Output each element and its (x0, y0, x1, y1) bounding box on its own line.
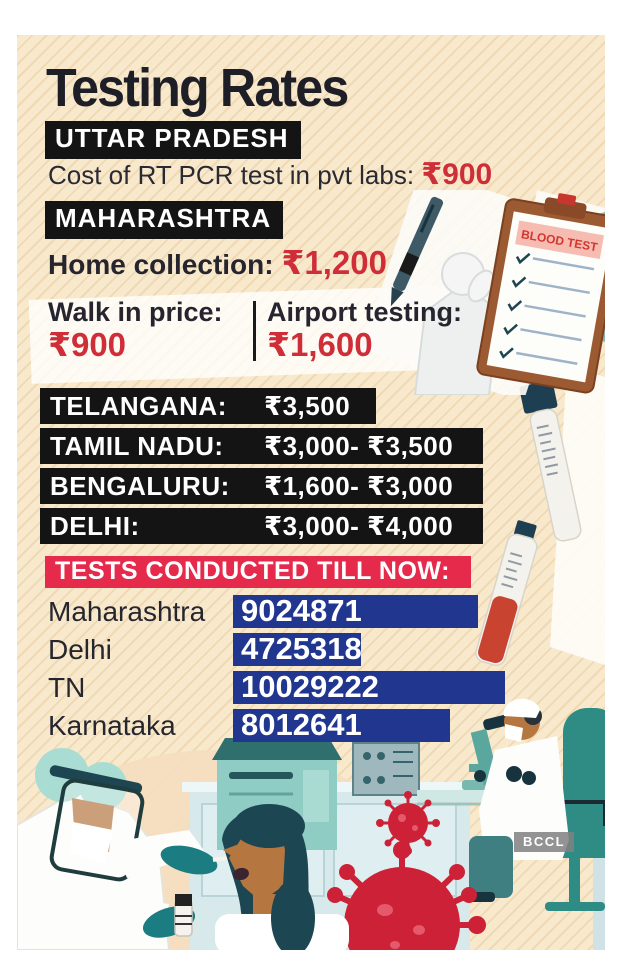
section-label-uttar-pradesh: UTTAR PRADESH (45, 121, 301, 159)
airport-label: Airport testing: (267, 297, 462, 327)
chart-bar-tn: 10029222 (233, 671, 505, 704)
tests-conducted-header: TESTS CONDUCTED TILL NOW: (45, 556, 471, 588)
mh-home-value: ₹1,200 (281, 244, 387, 281)
rate-value: ₹3,000- ₹4,000 (264, 511, 454, 541)
infographic-panel: Testing Rates UTTAR PRADESH Cost of RT P… (17, 35, 605, 950)
chart-label-delhi: Delhi (48, 634, 112, 665)
sample-vial-icon (174, 894, 193, 937)
rate-value: ₹1,600- ₹3,000 (264, 471, 454, 501)
rate-row-delhi: DELHI: ₹3,000- ₹4,000 (40, 508, 483, 544)
clipboard-icon: BLOOD TEST (476, 193, 605, 394)
rate-label: TAMIL NADU: (50, 431, 224, 461)
rate-row-telangana: TELANGANA: ₹3,500 (40, 388, 376, 424)
vertical-divider (253, 301, 256, 361)
rate-label: TELANGANA: (50, 391, 227, 421)
test-tube-icon (519, 380, 582, 542)
chart-label-maharashtra: Maharashtra (48, 596, 206, 627)
rate-value: ₹3,000- ₹3,500 (264, 431, 454, 461)
airport-price-block: Airport testing: ₹1,600 (267, 297, 462, 363)
rate-label: BENGALURU: (50, 471, 230, 501)
up-cost-label: Cost of RT PCR test in pvt labs: (48, 160, 422, 190)
checkmarks-icon (499, 252, 531, 359)
checklist-lines-icon (516, 257, 595, 365)
chart-bar-karnataka: 8012641 (233, 709, 450, 742)
test-tubes-illustration (475, 365, 605, 667)
rate-value: ₹3,500 (264, 391, 351, 421)
walkin-value: ₹900 (48, 326, 127, 363)
bccl-watermark: BCCL (514, 832, 575, 852)
chart-label-karnataka: Karnataka (48, 710, 176, 741)
rate-row-tamil-nadu: TAMIL NADU: ₹3,000- ₹3,500 (40, 428, 483, 464)
virus-large-icon (318, 841, 486, 950)
chart-bar-maharashtra: 9024871 (233, 595, 478, 628)
walkin-label: Walk in price: (48, 297, 223, 327)
rate-row-bengaluru: BENGALURU: ₹1,600- ₹3,000 (40, 468, 483, 504)
pen-icon (390, 196, 444, 307)
page-title: Testing Rates (46, 58, 349, 118)
ppe-worker-icon (17, 748, 242, 950)
glove-icon (160, 845, 218, 875)
blood-test-clipboard-illustration: BLOOD TEST (361, 190, 605, 395)
chart-bar-delhi: 4725318 (233, 633, 362, 666)
airport-value: ₹1,600 (267, 326, 373, 363)
lab-scene-illustration (17, 698, 605, 950)
patient-woman-icon (215, 804, 349, 950)
walkin-price-block: Walk in price: ₹900 (48, 297, 223, 363)
equipment-rack-icon (352, 742, 420, 796)
rate-label: DELHI: (50, 511, 140, 541)
up-cost-value: ₹900 (421, 158, 493, 191)
blood-tube-icon (475, 520, 538, 667)
up-cost-line: Cost of RT PCR test in pvt labs: ₹900 (48, 157, 492, 192)
chart-label-tn: TN (48, 672, 86, 703)
mh-home-line: Home collection: ₹1,200 (48, 243, 387, 282)
section-label-maharashtra: MAHARASHTRA (45, 201, 284, 239)
mh-home-label: Home collection: (48, 249, 282, 280)
